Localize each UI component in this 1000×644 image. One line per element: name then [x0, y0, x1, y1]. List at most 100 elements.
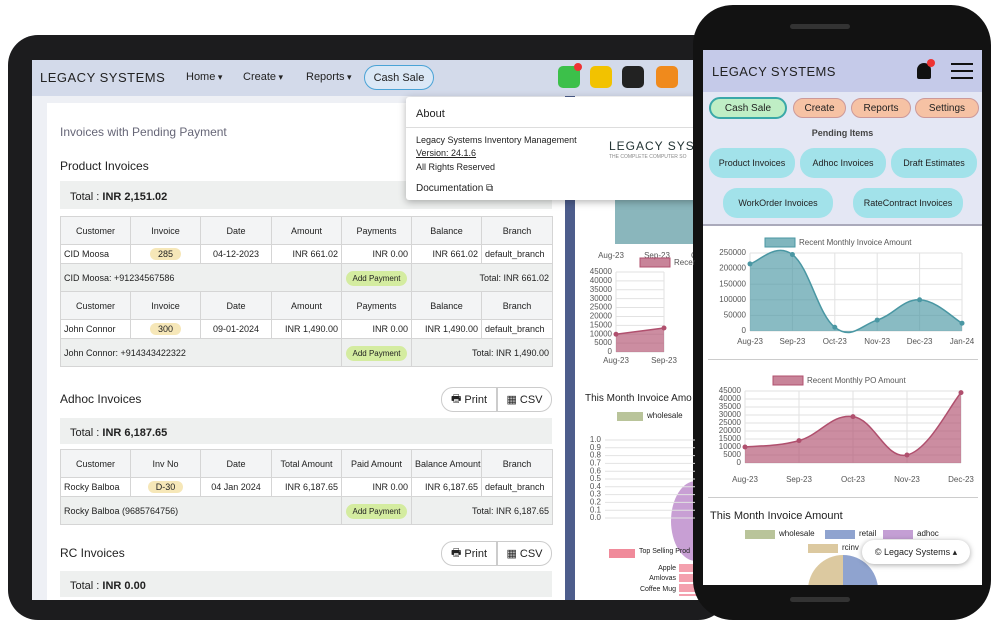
cell: CID Moosa — [60, 244, 131, 264]
y-tick-label: 30000 — [590, 294, 613, 303]
pending-button[interactable]: Adhoc Invoices — [800, 148, 886, 178]
summary: John Connor: +914343422322 — [60, 338, 342, 367]
cell: default_branch — [481, 477, 553, 497]
y-tick-label: 50000 — [724, 311, 747, 320]
legend-swatch — [609, 549, 635, 558]
data-row: Rocky Balboa D-30 04 Jan 2024 INR 6,187.65 I… — [60, 477, 553, 497]
y-tick-label: 10000 — [719, 442, 742, 451]
toast[interactable]: © Legacy Systems ▴ — [862, 540, 970, 564]
y-tick-label: 40000 — [719, 394, 742, 403]
cell: INR 0.00 — [341, 319, 412, 339]
total: INR 6,187.65 — [102, 427, 168, 439]
csv-button[interactable]: ▦ CSV — [497, 387, 552, 412]
pending-button[interactable]: Draft Estimates — [891, 148, 977, 178]
phone-screen: LEGACY SYSTEMS Cash Sale Create Reports … — [703, 50, 982, 585]
menu-button[interactable]: Cash Sale — [709, 97, 787, 119]
tablet-screen: LEGACY SYSTEMS Home Create Reports Cash … — [32, 60, 712, 600]
total: INR 2,151.02 — [102, 191, 168, 203]
cash-sale[interactable]: Cash Sale — [364, 65, 434, 90]
version[interactable]: Version: 24.1.6 — [416, 148, 477, 158]
point — [742, 444, 748, 450]
menu-icon — [951, 70, 973, 72]
pending-button[interactable]: WorkOrder Invoices — [723, 188, 833, 218]
print-button[interactable]: 🖶 Print — [441, 387, 497, 412]
y-tick-label: 15000 — [590, 320, 613, 329]
add-payment[interactable]: Add Payment — [346, 270, 407, 286]
nav-item[interactable]: Reports — [306, 71, 352, 83]
cell: INR 661.02 — [411, 244, 482, 264]
area — [750, 250, 962, 333]
csv-button[interactable]: ▦ CSV — [497, 541, 552, 566]
pending-button[interactable]: RateContract Invoices — [853, 188, 963, 218]
header-cell: Total Amount — [271, 449, 342, 478]
group-total: Total: INR 6,187.65 — [411, 496, 553, 525]
y-tick-label: 30000 — [719, 410, 742, 419]
cell: INR 1,490.00 — [411, 319, 482, 339]
y-tick-label: 200000 — [719, 264, 746, 273]
cell: 04 Jan 2024 — [200, 477, 272, 497]
header-row: Customer Invoice Date Amount Payments Balance… — [60, 291, 553, 320]
y-tick-label: 0 — [737, 458, 742, 467]
header-cell: Branch — [481, 216, 553, 245]
badge — [927, 59, 935, 67]
y-tick-label: 0 — [608, 347, 613, 356]
logo: LEGACY SYST — [609, 139, 704, 153]
section-title: Adhoc Invoices — [60, 392, 142, 406]
total-bar: Total : INR 6,187.65 — [60, 418, 552, 444]
cell: 04-12-2023 — [200, 244, 272, 264]
menu-icon[interactable] — [951, 63, 973, 79]
y-tick-label: 0.7 — [590, 459, 602, 468]
legend-swatch — [745, 530, 775, 539]
pending-button[interactable]: Product Invoices — [709, 148, 795, 178]
x-tick-label: Aug-23 — [598, 251, 624, 260]
action-cell: Add Payment — [341, 338, 412, 367]
nav-item[interactable]: Create — [243, 71, 283, 83]
about-title: About — [416, 108, 445, 120]
documentation[interactable]: Documentation ⧉ — [416, 183, 494, 194]
add-payment[interactable]: Add Payment — [346, 503, 407, 519]
y-tick-label: 100000 — [719, 295, 746, 304]
header-cell: Invoice — [130, 216, 201, 245]
y-tick-label: 150000 — [719, 279, 746, 288]
navbar: LEGACY SYSTEMS Home Create Reports Cash … — [32, 60, 712, 96]
y-tick-label: 35000 — [590, 285, 613, 294]
y-tick-label: 40000 — [590, 276, 613, 285]
header-cell: Branch — [481, 291, 553, 320]
nav-item[interactable]: Home — [186, 71, 222, 83]
speaker — [790, 597, 850, 602]
x-tick-label: Sep-23 — [651, 356, 677, 365]
action-cell: Add Payment — [341, 496, 412, 525]
header-cell: Invoice — [130, 291, 201, 320]
y-tick-label: 0.5 — [590, 474, 602, 483]
x-tick-label: Sep-23 — [780, 337, 806, 346]
menu-button[interactable]: Reports — [851, 98, 911, 118]
menu-button[interactable]: Create — [793, 98, 846, 118]
header-cell: Payments — [341, 291, 412, 320]
point — [958, 390, 964, 396]
menu-button[interactable]: Settings — [915, 98, 979, 118]
header-cell: Paid Amount — [341, 449, 412, 478]
y-tick-label: 0.8 — [590, 451, 602, 460]
legend-swatch — [808, 544, 838, 553]
add-payment[interactable]: Add Payment — [346, 345, 407, 361]
speaker — [790, 24, 850, 29]
chart: 0 50000 100000 150000 200000 250000 Recent Mon… — [719, 237, 975, 346]
group-total: Total: INR 661.02 — [411, 263, 553, 292]
action-cell: Add Payment — [341, 263, 412, 292]
print-button[interactable]: 🖶 Print — [441, 541, 497, 566]
point — [904, 452, 910, 458]
invoice-pill: 285 — [149, 248, 182, 260]
legend-label: Recent Monthly PO Amount — [807, 376, 906, 385]
y-tick-label: 15000 — [719, 434, 742, 443]
data-row: John Connor 300 09-01-2024 INR 1,490.00 INR … — [60, 319, 553, 339]
point — [613, 331, 619, 337]
bell[interactable] — [917, 63, 931, 79]
y-tick-label: 25000 — [719, 418, 742, 427]
cell: Rocky Balboa — [60, 477, 131, 497]
icon — [590, 66, 612, 88]
legend-label: Top Selling Prod — [639, 548, 690, 555]
point — [796, 438, 802, 444]
point — [832, 324, 838, 330]
icon — [656, 66, 678, 88]
y-tick-label: 0.2 — [590, 498, 602, 507]
